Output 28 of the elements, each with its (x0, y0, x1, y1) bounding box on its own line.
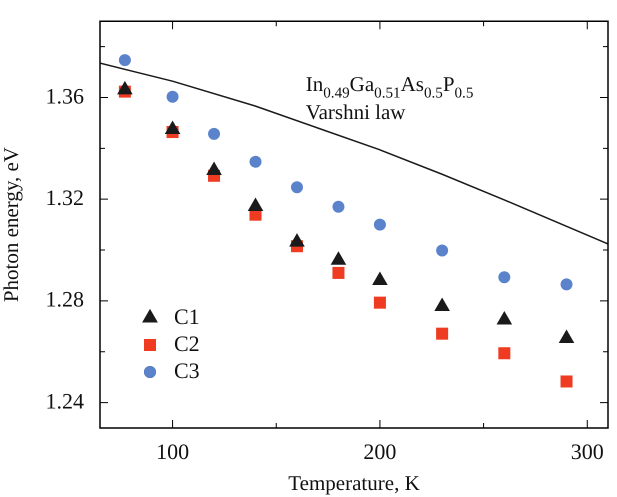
y-tick-label: 1.24 (46, 388, 84, 414)
legend-label: C2 (174, 330, 200, 356)
point (436, 328, 448, 340)
point (290, 181, 303, 194)
y-tick-label: 1.28 (46, 286, 84, 312)
x-axis-title: Temperature, K (288, 470, 420, 495)
point (208, 128, 220, 140)
point (118, 54, 131, 66)
y-tick-label: 1.36 (46, 83, 84, 108)
annotation: Varshni law (306, 100, 406, 124)
y-axis-title: Photon energy, eV (0, 147, 24, 302)
point (374, 296, 386, 309)
point (498, 271, 510, 284)
x-tick-label: 300 (570, 438, 604, 464)
legend-label: C1 (174, 304, 200, 329)
point (560, 375, 573, 388)
point (436, 244, 448, 257)
point (166, 90, 179, 103)
point (332, 200, 344, 213)
point (560, 278, 573, 290)
point (498, 347, 510, 360)
point (250, 156, 262, 168)
legend-label: C3 (174, 358, 200, 383)
point (374, 218, 386, 231)
x-tick-label: 200 (363, 438, 396, 464)
x-tick-label: 100 (156, 438, 190, 464)
y-tick-label: 1.32 (46, 184, 84, 210)
point (332, 266, 344, 279)
